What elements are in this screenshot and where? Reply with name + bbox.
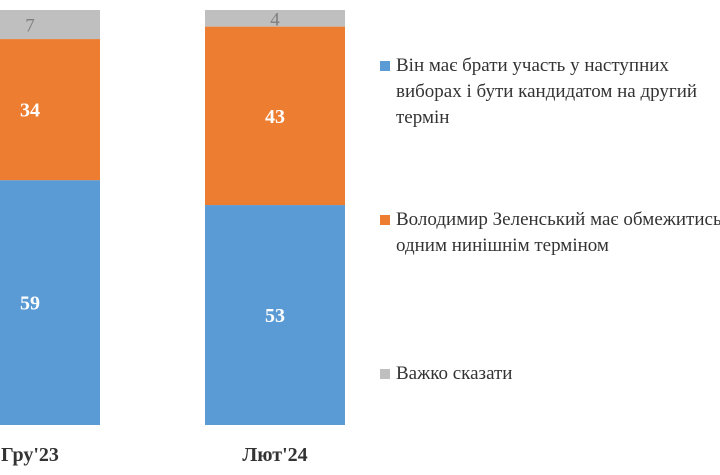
- data-label-one-term-0: 34: [20, 100, 40, 122]
- legend-swatch-blue: [380, 61, 390, 71]
- bar-hard-to-say-0: [0, 10, 100, 40]
- legend-label-hard-to-say: Важко сказати: [396, 363, 513, 384]
- legend-label-one-term: Володимир Зеленський має обмежитись одни…: [396, 209, 720, 256]
- bar-one-term-1: [205, 26, 345, 206]
- legend-swatch-orange: [380, 215, 390, 225]
- data-label-participate-1: 53: [265, 305, 285, 327]
- bar-participate-0: [0, 180, 100, 425]
- data-label-participate-0: 59: [20, 293, 40, 315]
- bar-participate-1: [205, 205, 345, 425]
- bar-one-term-0: [0, 39, 100, 181]
- category-label-1: Лют'24: [242, 444, 307, 466]
- data-label-hard-to-say-1: 4: [270, 9, 280, 30]
- category-label-0: Гру'23: [1, 444, 59, 466]
- legend-swatch-gray: [380, 369, 390, 379]
- stacked-bar-chart: 59 34 7 Гру'23 53 43 4 Лют'24: [0, 9, 345, 466]
- legend: Він має брати участь у наступних виборах…: [380, 0, 720, 475]
- data-label-hard-to-say-0: 7: [25, 16, 35, 37]
- data-label-one-term-1: 43: [265, 106, 285, 128]
- bar-hard-to-say-1: [205, 10, 345, 27]
- legend-label-participate: Він має брати участь у наступних виборах…: [396, 55, 698, 128]
